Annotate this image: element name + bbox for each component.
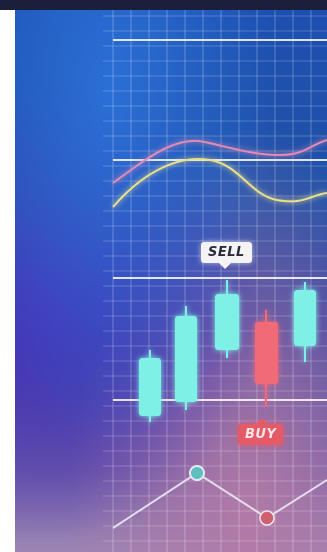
pink-indicator-line	[112, 139, 327, 184]
sell-label: SELL	[201, 242, 252, 269]
candle-bullish	[175, 316, 197, 402]
line-node-red	[259, 510, 275, 526]
candle-bullish	[294, 290, 316, 346]
buy-label: BUY	[238, 418, 284, 445]
candle-bullish	[139, 358, 161, 416]
chart-grid	[103, 10, 327, 552]
candlesticks	[139, 280, 316, 422]
top-strip	[0, 0, 327, 10]
candle-bearish	[255, 322, 278, 384]
line-node-teal	[189, 465, 205, 481]
candle-bullish	[215, 294, 239, 350]
yellow-indicator-line	[112, 158, 327, 208]
chart-graphics	[103, 10, 327, 552]
price-zigzag-line	[112, 471, 327, 529]
trading-chart-illustration: SELL BUY	[15, 10, 327, 552]
